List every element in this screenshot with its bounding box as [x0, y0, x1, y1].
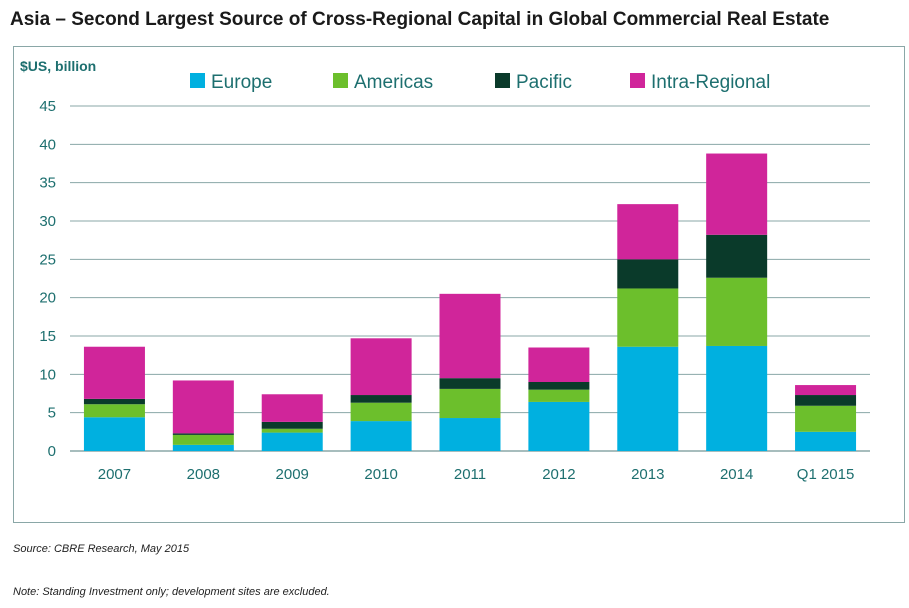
bar-americas-2011 — [439, 388, 501, 419]
y-tick-label-40: 40 — [39, 136, 56, 153]
bar-europe-2011 — [439, 418, 501, 451]
legend-label-americas: Americas — [354, 72, 433, 93]
bar-americas-2012 — [528, 389, 590, 402]
bar-americas-2007 — [83, 404, 145, 418]
bar-americas-q1-2015 — [795, 405, 857, 432]
bar-intra-regional-2011 — [439, 293, 501, 379]
legend-swatch-americas — [333, 73, 348, 88]
bar-americas-2013 — [617, 288, 679, 347]
y-tick-label-15: 15 — [39, 328, 56, 345]
bar-europe-2014 — [706, 345, 768, 451]
y-tick-label-30: 30 — [39, 213, 56, 230]
chart-frame — [13, 46, 905, 523]
bar-pacific-2012 — [528, 382, 590, 390]
bar-intra-regional-2012 — [528, 347, 590, 382]
legend-label-europe: Europe — [211, 72, 272, 93]
bar-pacific-2014 — [706, 234, 768, 278]
x-tick-label-2013: 2013 — [631, 466, 664, 483]
y-tick-label-20: 20 — [39, 290, 56, 307]
bar-pacific-q1-2015 — [795, 395, 857, 406]
bar-europe-2013 — [617, 346, 679, 451]
legend-swatch-pacific — [495, 73, 510, 88]
legend-swatch-europe — [190, 73, 205, 88]
bar-intra-regional-2013 — [617, 204, 679, 260]
x-tick-label-2011: 2011 — [454, 466, 486, 483]
chart-title: Asia – Second Largest Source of Cross-Re… — [10, 9, 830, 30]
bar-americas-2014 — [706, 277, 768, 346]
y-tick-label-5: 5 — [48, 405, 56, 422]
bar-intra-regional-2010 — [350, 338, 412, 396]
x-tick-label-2012: 2012 — [542, 466, 575, 483]
bar-pacific-2009 — [261, 421, 323, 429]
bar-americas-2010 — [350, 402, 412, 422]
source-note: Source: CBRE Research, May 2015 — [13, 543, 190, 555]
y-axis-label: $US, billion — [20, 58, 96, 74]
legend-label-intra-regional: Intra-Regional — [651, 72, 770, 93]
bar-pacific-2007 — [83, 398, 145, 405]
bar-europe-2008 — [172, 444, 234, 451]
bar-intra-regional-q1-2015 — [795, 385, 857, 396]
y-tick-label-0: 0 — [48, 443, 56, 460]
bar-americas-2009 — [261, 428, 323, 433]
bar-intra-regional-2014 — [706, 153, 768, 235]
bar-europe-q1-2015 — [795, 431, 857, 451]
y-tick-label-25: 25 — [39, 251, 56, 268]
x-tick-label-2010: 2010 — [364, 466, 397, 483]
bar-pacific-2011 — [439, 378, 501, 389]
x-tick-label-2009: 2009 — [276, 466, 309, 483]
bar-intra-regional-2008 — [172, 380, 234, 434]
bar-europe-2010 — [350, 421, 412, 451]
bar-pacific-2008 — [172, 433, 234, 435]
stacked-bar-chart: 0 5 10 15 20 25 30 35 40 45 $US, billion 2007 2008 20… — [20, 58, 870, 483]
x-tick-label-2014: 2014 — [720, 466, 753, 483]
x-tick-label-2008: 2008 — [187, 466, 220, 483]
y-tick-label-10: 10 — [39, 366, 56, 383]
y-tick-label-35: 35 — [39, 175, 56, 192]
bar-pacific-2010 — [350, 395, 412, 403]
x-tick-label-2007: 2007 — [98, 466, 131, 483]
bar-intra-regional-2009 — [261, 394, 323, 422]
bar-pacific-2013 — [617, 259, 679, 289]
legend-swatch-intra-regional — [630, 73, 645, 88]
legend-label-pacific: Pacific — [516, 72, 572, 93]
bar-americas-2008 — [172, 434, 234, 445]
x-tick-label-q1-2015: Q1 2015 — [797, 466, 855, 483]
footnote: Note: Standing Investment only; developm… — [13, 586, 330, 598]
y-tick-label-45: 45 — [39, 98, 56, 115]
bar-europe-2012 — [528, 401, 590, 451]
bar-intra-regional-2007 — [83, 346, 145, 399]
bar-europe-2007 — [83, 417, 145, 451]
bar-europe-2009 — [261, 432, 323, 451]
